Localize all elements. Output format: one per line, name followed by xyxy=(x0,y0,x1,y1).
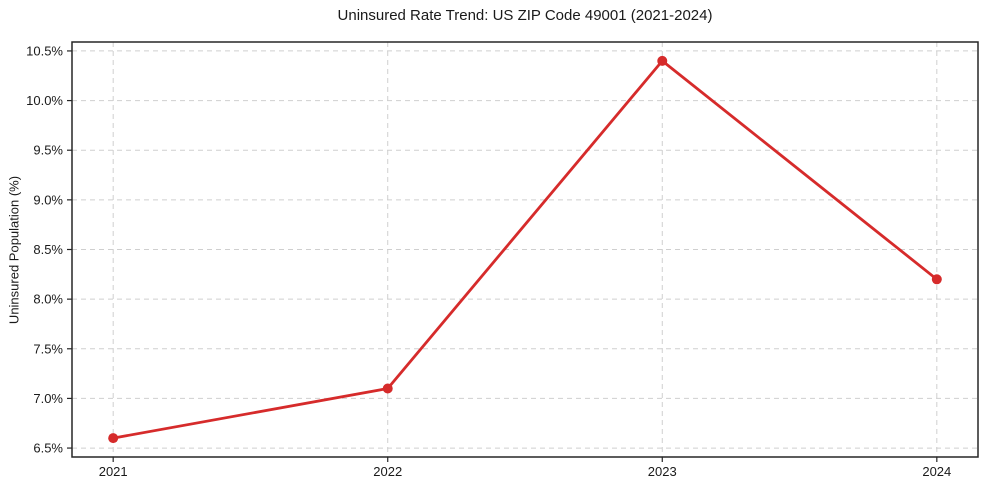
data-point-marker xyxy=(931,274,942,285)
y-tick-label: 10.0% xyxy=(26,93,63,108)
data-point-marker xyxy=(657,55,668,66)
trend-line xyxy=(111,59,939,440)
x-tick-label: 2021 xyxy=(99,464,128,479)
y-tick-label: 10.5% xyxy=(26,43,63,58)
plot-border xyxy=(71,41,979,458)
x-tick-label: 2024 xyxy=(922,464,951,479)
data-point-marker xyxy=(108,433,119,444)
y-tick-label: 8.5% xyxy=(33,242,63,257)
x-tick-label: 2023 xyxy=(648,464,677,479)
y-tick-label: 9.5% xyxy=(33,143,63,158)
y-tick-label: 7.5% xyxy=(33,341,63,356)
y-tick-label: 7.0% xyxy=(33,391,63,406)
y-tick-label: 9.0% xyxy=(33,192,63,207)
y-tick-label: 6.5% xyxy=(33,441,63,456)
x-tick-label: 2022 xyxy=(373,464,402,479)
y-tick-label: 8.0% xyxy=(33,292,63,307)
data-point-marker xyxy=(382,383,393,394)
chart-title: Uninsured Rate Trend: US ZIP Code 49001 … xyxy=(337,7,713,24)
